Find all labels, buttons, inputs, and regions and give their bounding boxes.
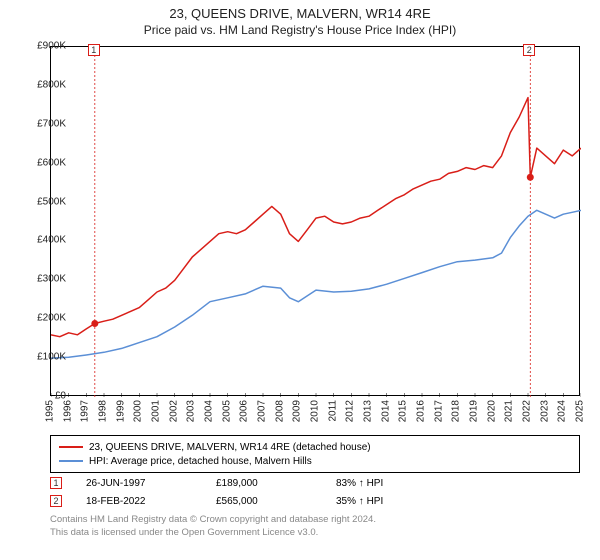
x-tick-label: 1995: [45, 400, 56, 422]
x-tick-label: 2022: [522, 400, 533, 422]
x-tick-label: 2009: [292, 400, 303, 422]
sale-marker-flag: 1: [88, 44, 100, 56]
sale-date: 18-FEB-2022: [86, 496, 216, 507]
x-tick-label: 2013: [363, 400, 374, 422]
legend-box: 23, QUEENS DRIVE, MALVERN, WR14 4RE (det…: [50, 435, 580, 473]
x-tick-label: 1997: [80, 400, 91, 422]
footer-line-1: Contains HM Land Registry data © Crown c…: [50, 514, 580, 527]
x-tick-label: 2002: [168, 400, 179, 422]
x-tick-label: 2000: [133, 400, 144, 422]
x-tick-label: 2016: [416, 400, 427, 422]
x-tick-label: 2004: [204, 400, 215, 422]
x-tick-label: 2011: [327, 400, 338, 422]
x-tick-label: 2010: [310, 400, 321, 422]
sales-row: 1 26-JUN-1997 £189,000 83% ↑ HPI: [50, 474, 580, 492]
legend-swatch: [59, 460, 83, 462]
sale-marker-flag: 2: [523, 44, 535, 56]
y-tick-label: £900K: [24, 41, 66, 52]
y-tick-label: £300K: [24, 274, 66, 285]
x-tick-label: 2025: [575, 400, 586, 422]
legend-label: HPI: Average price, detached house, Malv…: [89, 456, 312, 467]
sale-marker-icon: 2: [50, 495, 62, 507]
x-tick-label: 1998: [98, 400, 109, 422]
y-tick-label: £800K: [24, 79, 66, 90]
y-tick-label: £200K: [24, 313, 66, 324]
chart-plot-area: [50, 46, 580, 396]
y-tick-label: £100K: [24, 352, 66, 363]
footer-attribution: Contains HM Land Registry data © Crown c…: [50, 514, 580, 540]
y-tick-label: £700K: [24, 118, 66, 129]
x-tick-label: 2020: [486, 400, 497, 422]
x-tick-label: 2015: [398, 400, 409, 422]
title-block: 23, QUEENS DRIVE, MALVERN, WR14 4RE Pric…: [0, 0, 600, 37]
legend-row: 23, QUEENS DRIVE, MALVERN, WR14 4RE (det…: [59, 440, 571, 454]
x-tick-label: 1999: [115, 400, 126, 422]
x-tick-label: 2003: [186, 400, 197, 422]
legend-row: HPI: Average price, detached house, Malv…: [59, 454, 571, 468]
x-tick-label: 2017: [433, 400, 444, 422]
x-tick-label: 2024: [557, 400, 568, 422]
legend-swatch: [59, 446, 83, 448]
y-tick-label: £600K: [24, 157, 66, 168]
x-tick-label: 2012: [345, 400, 356, 422]
x-tick-label: 2023: [539, 400, 550, 422]
sale-price: £565,000: [216, 496, 336, 507]
chart-svg: [51, 47, 581, 397]
x-tick-label: 2021: [504, 400, 515, 422]
sale-hpi-delta: 35% ↑ HPI: [336, 496, 383, 507]
y-tick-label: £400K: [24, 235, 66, 246]
sale-hpi-delta: 83% ↑ HPI: [336, 478, 383, 489]
x-tick-label: 2008: [274, 400, 285, 422]
sales-row: 2 18-FEB-2022 £565,000 35% ↑ HPI: [50, 492, 580, 510]
title-address: 23, QUEENS DRIVE, MALVERN, WR14 4RE: [0, 6, 600, 21]
x-tick-label: 2014: [380, 400, 391, 422]
sale-date: 26-JUN-1997: [86, 478, 216, 489]
chart-container: 23, QUEENS DRIVE, MALVERN, WR14 4RE Pric…: [0, 0, 600, 560]
x-tick-label: 2019: [469, 400, 480, 422]
x-tick-label: 2005: [221, 400, 232, 422]
x-tick-label: 2001: [151, 400, 162, 422]
x-tick-label: 2018: [451, 400, 462, 422]
sales-table: 1 26-JUN-1997 £189,000 83% ↑ HPI 2 18-FE…: [50, 474, 580, 510]
y-tick-label: £500K: [24, 196, 66, 207]
sale-price: £189,000: [216, 478, 336, 489]
legend-label: 23, QUEENS DRIVE, MALVERN, WR14 4RE (det…: [89, 442, 371, 453]
x-tick-label: 1996: [62, 400, 73, 422]
title-subtitle: Price paid vs. HM Land Registry's House …: [0, 23, 600, 37]
x-tick-label: 2006: [239, 400, 250, 422]
footer-line-2: This data is licensed under the Open Gov…: [50, 527, 580, 540]
sale-marker-icon: 1: [50, 477, 62, 489]
x-tick-label: 2007: [257, 400, 268, 422]
